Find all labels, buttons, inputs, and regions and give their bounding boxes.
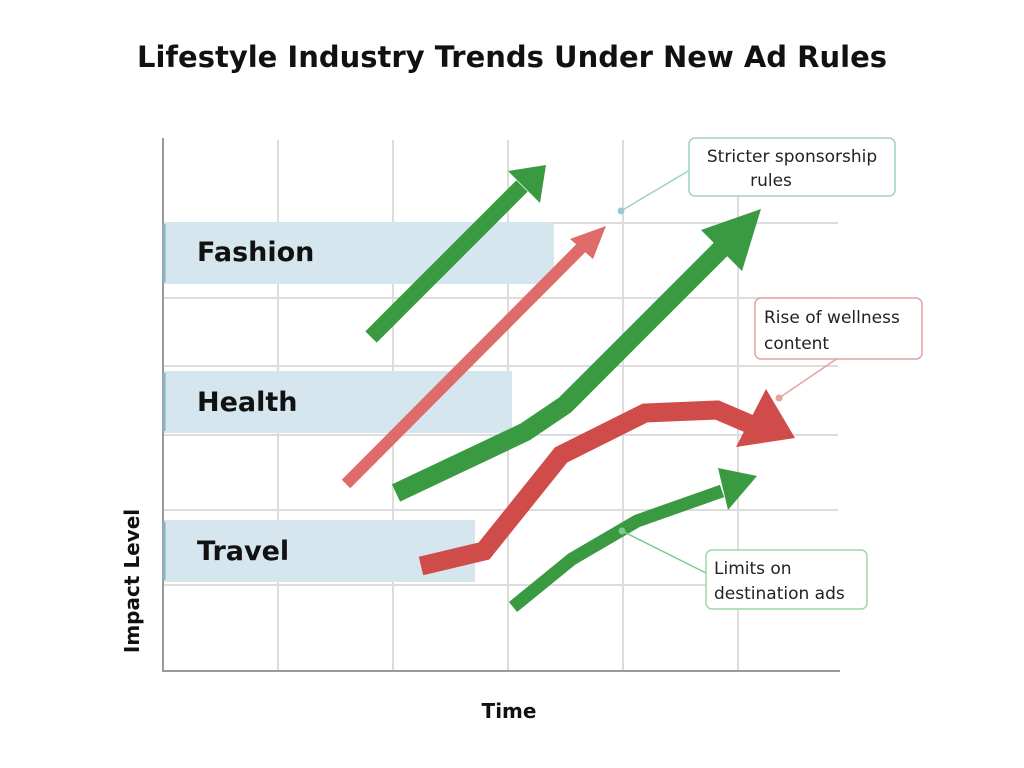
category-label: Fashion (197, 237, 314, 268)
connector-line (778, 357, 839, 399)
arrow-shaft (365, 180, 528, 343)
callout-text: content (764, 334, 829, 354)
connector-line (620, 169, 691, 212)
arrow-head (701, 209, 761, 271)
arrow-head (570, 226, 606, 259)
pale-red-trend-arrow (341, 226, 606, 489)
category-band-health: Health (162, 371, 512, 433)
callout-connectors (617, 169, 839, 574)
category-label: Health (197, 387, 298, 418)
arrow-shaft (418, 400, 756, 576)
callout-box (754, 297, 923, 360)
callout-text: Rise of wellness (764, 308, 900, 328)
category-band-fashion: Fashion (162, 222, 554, 284)
callout-sponsorship: Stricter sponsorship rules (688, 137, 896, 197)
arrow-head (508, 165, 546, 203)
connector-dot (618, 527, 626, 535)
arrow-shaft (391, 237, 733, 502)
trend-arrows (341, 165, 795, 613)
callout-destination: Limits on destination ads (705, 549, 868, 610)
callout-box (688, 137, 896, 197)
callout-wellness: Rise of wellness content (754, 297, 923, 360)
arrow-head (736, 389, 795, 447)
category-label: Travel (197, 536, 289, 567)
x-axis-label: Time (482, 699, 537, 723)
green-trend-arrow-fashion (365, 165, 546, 343)
arrow-shaft (341, 239, 590, 489)
arrow-shaft (508, 484, 725, 613)
y-axis-label: Impact Level (120, 509, 144, 653)
green-trend-arrow-travel (508, 468, 757, 613)
connector-dot (775, 394, 783, 402)
category-band (164, 222, 554, 284)
callout-text: destination ads (714, 584, 845, 604)
connector-line (621, 530, 707, 574)
callout-box (705, 549, 868, 610)
callout-text: Stricter sponsorship (707, 147, 877, 167)
red-trend-arrow-health (418, 389, 795, 576)
callout-text: Limits on (714, 559, 792, 579)
diagram-title: Lifestyle Industry Trends Under New Ad R… (137, 40, 887, 74)
arrow-head (718, 468, 757, 510)
connector-dot (617, 207, 625, 215)
callout-text: rules (750, 171, 792, 191)
green-trend-arrow-health (391, 209, 761, 502)
